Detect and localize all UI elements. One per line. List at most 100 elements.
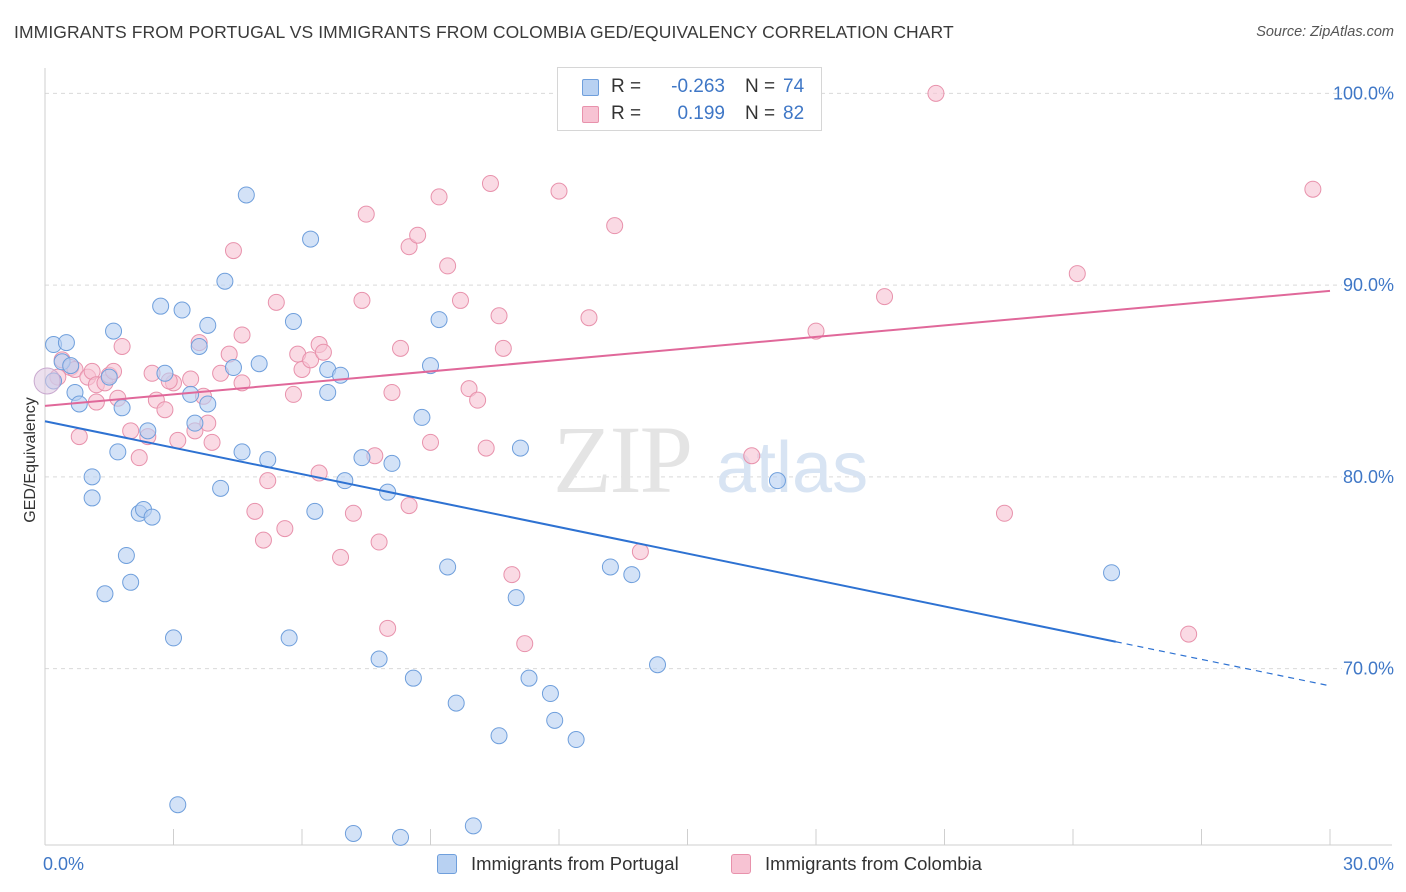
x-tick-label: 0.0%	[43, 854, 84, 874]
colombia-point	[254, 531, 272, 549]
colombia-point	[357, 205, 375, 223]
colombia-point	[314, 343, 332, 361]
portugal-point	[100, 368, 118, 386]
legend-item-portugal[interactable]: Immigrants from Portugal	[437, 852, 679, 876]
colombia-point	[439, 257, 457, 275]
portugal-point	[143, 508, 161, 526]
colombia-point	[353, 291, 371, 309]
portugal-point	[601, 558, 619, 576]
portugal-point	[344, 824, 362, 842]
correlation-legend: R = -0.263 N = 74 R = 0.199 N = 82	[557, 67, 822, 131]
colombia-point	[122, 422, 140, 440]
portugal-point	[1103, 564, 1121, 582]
legend-row-portugal: R = -0.263 N = 74	[582, 75, 804, 99]
portugal-point	[546, 711, 564, 729]
portugal-point	[122, 573, 140, 591]
colombia-legend-swatch	[731, 854, 751, 874]
portugal-point	[212, 479, 230, 497]
portugal-point	[383, 454, 401, 472]
portugal-point	[319, 383, 337, 401]
portugal-point	[490, 727, 508, 745]
colombia-point	[379, 619, 397, 637]
r-label: R =	[611, 103, 642, 124]
portugal-point	[567, 731, 585, 749]
portugal-point	[439, 558, 457, 576]
colombia-point	[550, 182, 568, 200]
portugal-point	[233, 443, 251, 461]
x-tick-label: 30.0%	[1343, 854, 1394, 874]
colombia-point	[469, 391, 487, 409]
colombia-point	[580, 309, 598, 327]
portugal-point	[284, 313, 302, 331]
portugal-point	[422, 357, 439, 375]
colombia-trend-line	[44, 289, 1331, 407]
r-value: 0.199	[677, 103, 725, 124]
colombia-point	[156, 401, 174, 419]
colombia-point	[233, 374, 251, 392]
colombia-point	[807, 322, 825, 340]
axes	[44, 68, 1392, 846]
n-label: N =	[745, 76, 776, 97]
portugal-point	[96, 585, 114, 603]
colombia-point	[631, 543, 649, 561]
n-label: N =	[745, 103, 776, 124]
portugal-point	[336, 472, 354, 490]
colombia-swatch	[582, 105, 599, 123]
portugal-legend-label: Immigrants from Portugal	[471, 853, 679, 874]
legend-item-colombia[interactable]: Immigrants from Colombia	[731, 852, 982, 876]
portugal-point	[404, 669, 422, 687]
colombia-point	[422, 433, 439, 451]
portugal-point	[199, 395, 217, 413]
colombia-point	[267, 293, 285, 311]
colombia-point	[481, 174, 499, 192]
portugal-point	[250, 355, 268, 373]
colombia-point	[284, 385, 302, 403]
colombia-point	[169, 431, 187, 449]
tick-labels: 100.0% 90.0% 80.0% 70.0% 0.0% 30.0%	[43, 83, 1394, 874]
portugal-point	[117, 546, 135, 564]
portugal-point	[62, 357, 80, 375]
portugal-point	[447, 694, 465, 712]
colombia-point	[203, 433, 221, 451]
colombia-point	[344, 504, 362, 522]
portugal-point	[520, 669, 538, 687]
y-tick-label: 90.0%	[1343, 275, 1394, 295]
colombia-point	[182, 370, 200, 388]
colombia-point	[276, 520, 294, 538]
portugal-point	[169, 796, 187, 814]
y-tick-label: 80.0%	[1343, 467, 1394, 487]
portugal-point	[541, 685, 559, 703]
colombia-point	[400, 238, 418, 256]
colombia-point	[70, 428, 88, 446]
colombia-point	[494, 339, 512, 357]
portugal-point	[83, 489, 101, 507]
portugal-point	[237, 186, 255, 204]
portugal-point	[152, 297, 170, 315]
colombia-point	[477, 439, 495, 457]
colombia-point	[113, 337, 131, 355]
cluster-point	[33, 367, 61, 395]
colombia-point	[430, 188, 448, 206]
colombia-point	[259, 472, 277, 490]
legend-row-colombia: R = 0.199 N = 82	[582, 102, 804, 126]
portugal-point	[430, 311, 448, 329]
portugal-point	[57, 334, 75, 352]
portugal-point	[464, 817, 482, 835]
watermark-atlas: atlas	[716, 428, 868, 508]
portugal-point	[507, 589, 525, 607]
y-axis-title: GED/Equivalency	[22, 397, 39, 522]
r-value: -0.263	[671, 76, 725, 97]
n-value: 74	[783, 76, 805, 97]
colombia-point	[383, 383, 401, 401]
portugal-legend-swatch	[437, 854, 457, 874]
colombia-point	[1068, 265, 1086, 283]
portugal-trend-extension	[1115, 641, 1331, 687]
watermark: ZIP atlas	[553, 406, 868, 513]
portugal-point	[623, 566, 641, 584]
colombia-point	[460, 380, 478, 398]
portugal-point	[302, 230, 320, 248]
colombia-point	[332, 548, 350, 566]
colombia-point	[392, 339, 410, 357]
portugal-point	[199, 316, 217, 334]
